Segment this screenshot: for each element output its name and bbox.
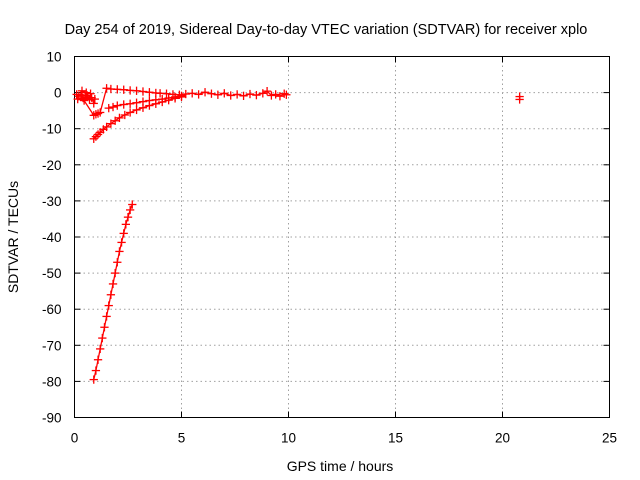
x-tick-label: 25 bbox=[602, 431, 617, 446]
data-trace bbox=[83, 99, 95, 117]
x-tick-label: 15 bbox=[388, 431, 403, 446]
y-axis-label: SDTVAR / TECUs bbox=[5, 181, 21, 293]
chart-title: Day 254 of 2019, Sidereal Day-to-day VTE… bbox=[65, 22, 588, 38]
y-tick-label: 10 bbox=[46, 50, 61, 65]
y-tick-label: -30 bbox=[42, 194, 62, 209]
data-point bbox=[515, 95, 524, 104]
data-point bbox=[128, 200, 137, 209]
y-tick-label: -20 bbox=[42, 158, 62, 173]
x-axis-label: GPS time / hours bbox=[287, 458, 394, 474]
y-tick-label: 0 bbox=[54, 86, 62, 101]
y-tick-label: -70 bbox=[42, 338, 62, 353]
y-tick-label: -40 bbox=[42, 230, 62, 245]
x-tick-label: 0 bbox=[71, 431, 79, 446]
data-point bbox=[282, 90, 291, 99]
x-tick-label: 20 bbox=[495, 431, 510, 446]
data-trace bbox=[99, 87, 108, 114]
y-tick-label: -10 bbox=[42, 122, 62, 137]
x-tick-label: 10 bbox=[281, 431, 296, 446]
x-tick-label: 5 bbox=[178, 431, 186, 446]
y-tick-label: -90 bbox=[42, 411, 62, 426]
axis-ticks: 0 5 10 15 20 25 10 0 -10 -20 -30 -40 -50 -60 -70 -80 -90 bbox=[42, 50, 617, 446]
plot-frame bbox=[74, 56, 610, 418]
y-tick-label: -80 bbox=[42, 374, 62, 389]
y-tick-label: -50 bbox=[42, 266, 62, 281]
data-trace bbox=[266, 90, 273, 97]
data-points bbox=[72, 84, 524, 384]
y-tick-label: -60 bbox=[42, 302, 62, 317]
grid-lines bbox=[74, 56, 610, 418]
